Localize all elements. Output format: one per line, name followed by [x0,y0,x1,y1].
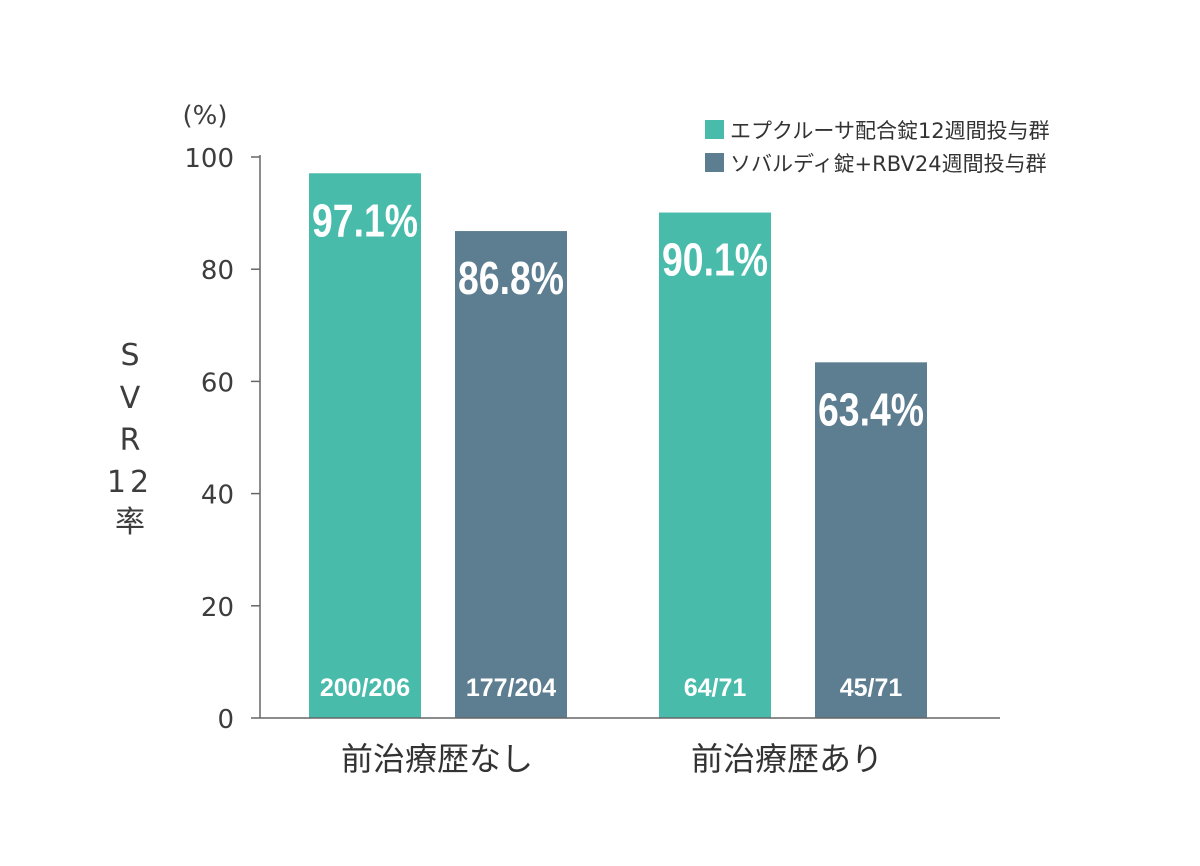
bar-value-label: 97.1% [312,194,418,246]
bar [659,212,771,718]
bar-count-label: 177/204 [466,674,556,702]
bar-count-label: 45/71 [840,674,903,702]
legend-item: エプクルーサ配合錠12週間投与群 [705,119,1050,143]
bar [455,231,567,718]
y-tick-label: 20 [201,593,234,623]
bar [815,362,927,718]
bar [309,173,421,719]
legend-item: ソバルディ錠+RBV24週間投与群 [705,152,1047,176]
x-axis: 前治療歴なし 前治療歴あり [260,717,1000,778]
bar-value-label: 90.1% [662,234,768,286]
y-axis-title-char: V [120,381,141,416]
bar-labels: 97.1% 200/206 86.8% 177/204 90.1% 64/71 63.4% 4… [312,194,924,702]
legend-swatch [705,153,724,172]
bar-value-label: 86.8% [458,252,564,304]
bar-count-label: 64/71 [684,674,747,702]
y-axis-title-char: 率 [115,505,145,540]
legend-label: エプクルーサ配合錠12週間投与群 [730,119,1050,143]
y-axis-title-char: 12 [107,465,153,500]
y-axis-title: SVR 12 率 [107,338,153,540]
x-category-label: 前治療歴あり [691,740,883,778]
legend-swatch [705,120,724,139]
bars [309,173,927,719]
y-tick-label: 40 [201,481,234,511]
y-tick-label: 100 [184,144,234,174]
y-axis-title-char: R [120,423,141,458]
x-category-label: 前治療歴なし [341,740,533,778]
bar-value-label: 63.4% [818,383,924,435]
y-tick-label: 0 [217,705,234,735]
y-tick-label: 80 [201,256,234,286]
y-unit-label: (%) [183,101,228,131]
y-axis-title-char: S [120,338,139,373]
y-axis: 0 20 40 60 80 100 (%) SVR 12 率 [107,101,261,735]
y-tick-label: 60 [201,368,234,398]
legend-label: ソバルディ錠+RBV24週間投与群 [730,152,1047,176]
bar-count-label: 200/206 [320,674,410,702]
